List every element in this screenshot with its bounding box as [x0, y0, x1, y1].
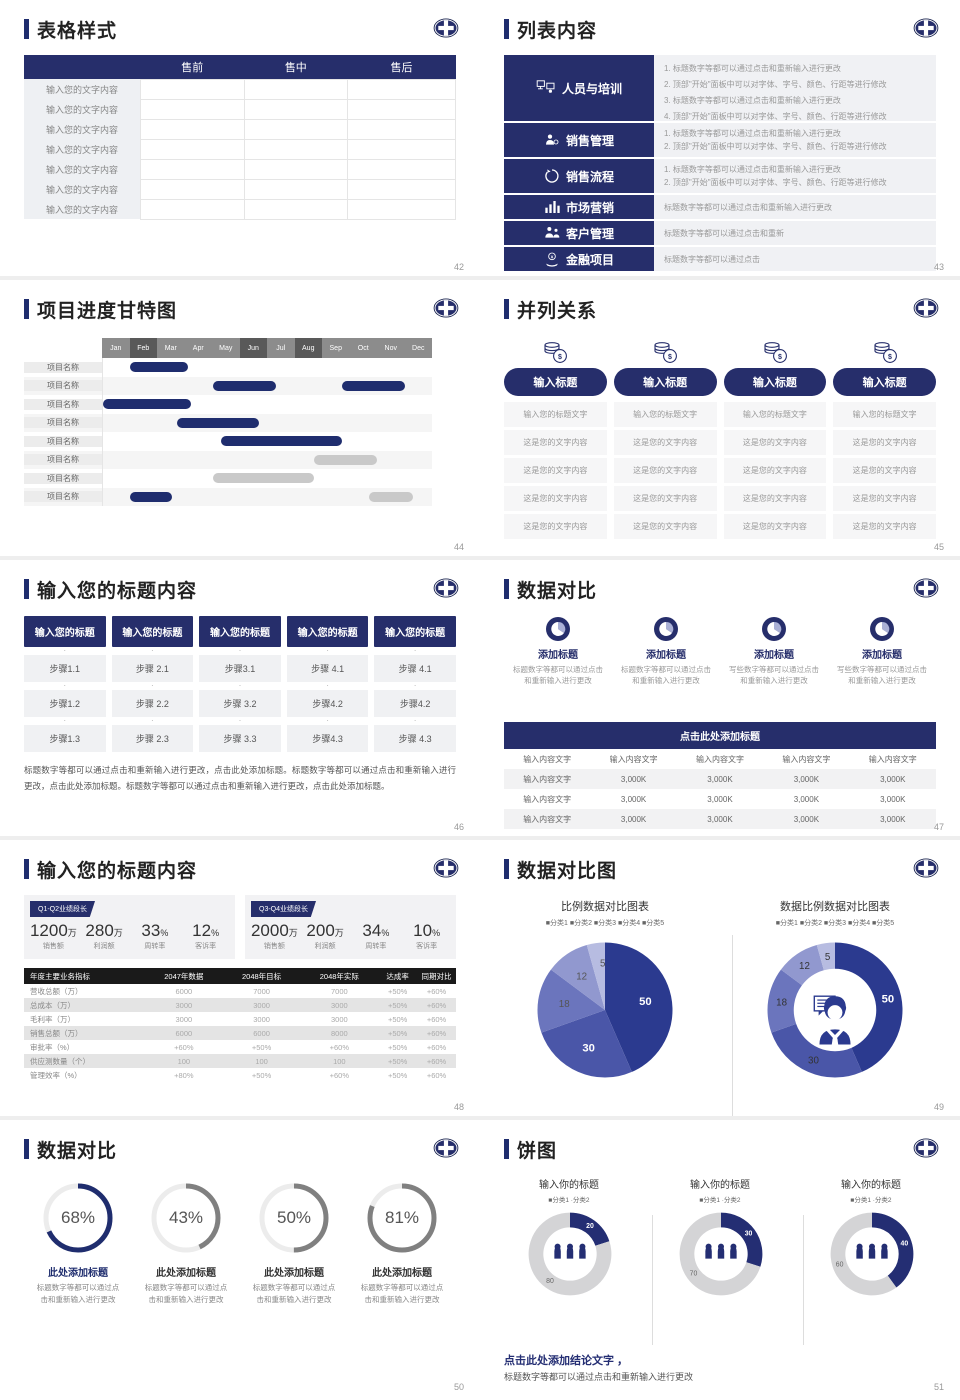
svg-text:80: 80 — [546, 1278, 554, 1285]
svg-text:60: 60 — [836, 1261, 844, 1268]
svg-text:12: 12 — [576, 971, 587, 982]
svg-text:18: 18 — [776, 998, 787, 1009]
svg-text:5: 5 — [600, 959, 606, 970]
svg-text:30: 30 — [745, 1231, 753, 1238]
svg-text:30: 30 — [808, 1055, 819, 1066]
svg-text:¥: ¥ — [551, 254, 554, 259]
svg-text:30: 30 — [582, 1042, 595, 1054]
svg-text:12: 12 — [799, 961, 810, 972]
svg-text:50: 50 — [882, 994, 895, 1006]
svg-text:$: $ — [888, 354, 892, 361]
svg-text:$: $ — [668, 354, 672, 361]
svg-text:50: 50 — [639, 996, 652, 1008]
svg-text:5: 5 — [825, 952, 831, 963]
svg-text:18: 18 — [559, 999, 570, 1010]
svg-text:$: $ — [778, 354, 782, 361]
svg-text:40: 40 — [901, 1240, 909, 1247]
svg-text:$: $ — [558, 354, 562, 361]
svg-text:70: 70 — [690, 1271, 698, 1278]
svg-text:20: 20 — [586, 1223, 594, 1230]
